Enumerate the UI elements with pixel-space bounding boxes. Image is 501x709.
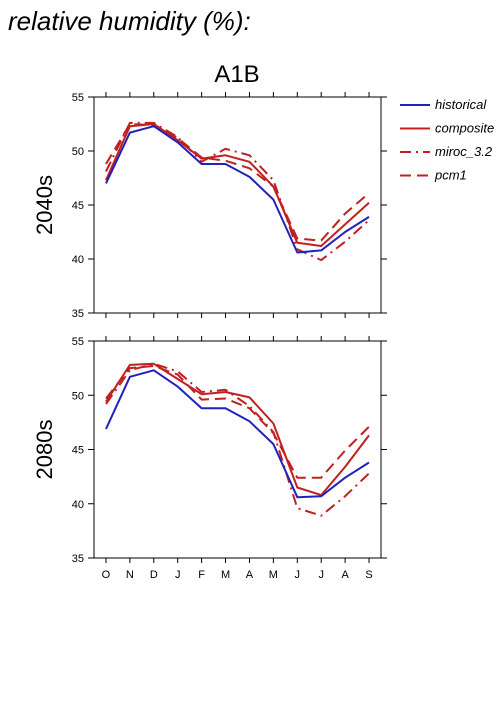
x-tick-label: N xyxy=(126,569,134,581)
x-tick-label: F xyxy=(198,569,205,581)
x-tick-label: J xyxy=(318,569,324,581)
x-tick-label: M xyxy=(269,569,278,581)
y-tick-label: 35 xyxy=(72,308,84,320)
x-tick-label: O xyxy=(102,569,111,581)
y-tick-label: 35 xyxy=(72,553,84,565)
panel-2040s: 35 40 45 50 55 2040s xyxy=(32,92,387,320)
plot-frame xyxy=(93,340,382,559)
panel-label: 2040s xyxy=(32,175,57,235)
x-tick-label: D xyxy=(150,569,158,581)
y-tick-label: 50 xyxy=(72,146,84,158)
x-tick-label: S xyxy=(365,569,372,581)
x-tick-label: A xyxy=(246,569,254,581)
legend-label: composite xyxy=(435,121,494,136)
series-line-historical xyxy=(105,369,370,499)
x-tick-label: J xyxy=(175,569,181,581)
series-line-pcm1 xyxy=(105,123,370,242)
series-line-historical xyxy=(105,125,370,254)
y-tick-label: 45 xyxy=(72,200,84,212)
y-tick-label: 50 xyxy=(72,390,84,402)
y-tick-label: 40 xyxy=(72,499,84,511)
series-line-miroc-3-2 xyxy=(105,121,370,262)
legend-label: miroc_3.2 xyxy=(435,144,493,159)
y-tick-label: 55 xyxy=(72,92,84,104)
legend-label: historical xyxy=(435,97,487,112)
plot-frame xyxy=(93,96,382,314)
chart-panels: 35 40 45 50 55 2040s O N D J F M A M J J A S 35 40 45 50 55 208… xyxy=(32,92,387,581)
x-tick-label: J xyxy=(295,569,301,581)
series-line-pcm1 xyxy=(105,365,370,479)
y-tick-label: 55 xyxy=(72,336,84,348)
x-tick-label: A xyxy=(341,569,349,581)
x-tick-label: M xyxy=(221,569,230,581)
scenario-title: A1B xyxy=(214,61,259,88)
y-tick-label: 40 xyxy=(72,254,84,266)
legend-label: pcm1 xyxy=(434,168,467,183)
series-line-miroc-3-2 xyxy=(105,362,370,517)
series-line-composite xyxy=(105,362,370,497)
panel-2080s: O N D J F M A M J J A S 35 40 45 50 55 2080s xyxy=(32,336,387,581)
figure-title: relative humidity (%): xyxy=(8,6,251,36)
series-line-composite xyxy=(105,123,370,247)
panel-label: 2080s xyxy=(32,420,57,480)
chart-legend: historical composite miroc_3.2 pcm1 xyxy=(400,97,494,183)
y-tick-label: 45 xyxy=(72,445,84,457)
